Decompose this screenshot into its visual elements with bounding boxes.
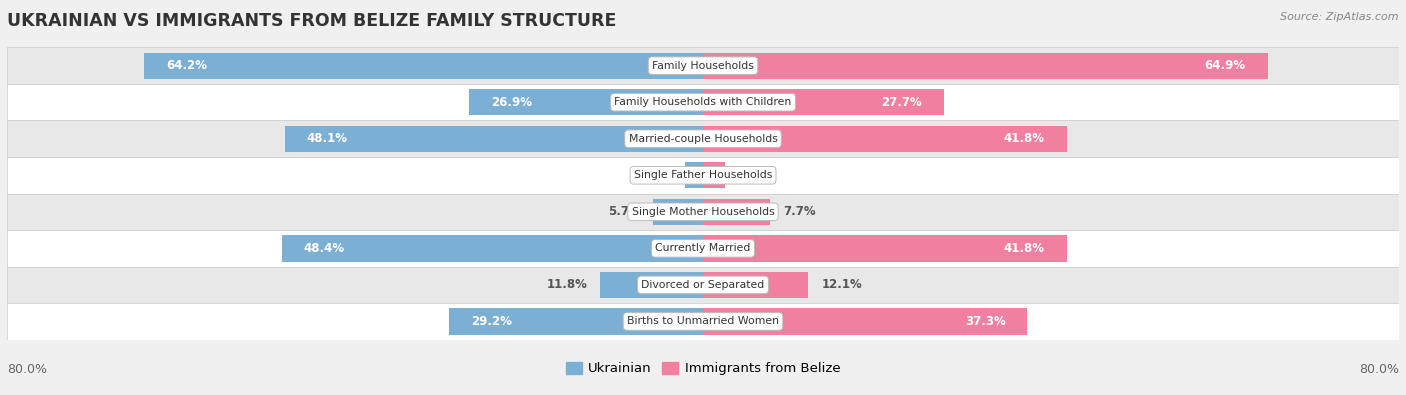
Text: Single Father Households: Single Father Households bbox=[634, 170, 772, 180]
Text: Births to Unmarried Women: Births to Unmarried Women bbox=[627, 316, 779, 326]
Bar bbox=[685, 162, 703, 188]
Text: Currently Married: Currently Married bbox=[655, 243, 751, 253]
Text: 7.7%: 7.7% bbox=[783, 205, 815, 218]
Bar bbox=[7, 120, 1399, 157]
Text: Single Mother Households: Single Mother Households bbox=[631, 207, 775, 217]
Bar bbox=[470, 89, 703, 115]
Bar bbox=[7, 47, 1399, 84]
Text: UKRAINIAN VS IMMIGRANTS FROM BELIZE FAMILY STRUCTURE: UKRAINIAN VS IMMIGRANTS FROM BELIZE FAMI… bbox=[7, 12, 616, 30]
Text: Divorced or Separated: Divorced or Separated bbox=[641, 280, 765, 290]
Bar bbox=[284, 126, 703, 152]
Text: Married-couple Households: Married-couple Households bbox=[628, 134, 778, 144]
Text: 27.7%: 27.7% bbox=[882, 96, 922, 109]
Text: 26.9%: 26.9% bbox=[491, 96, 531, 109]
Bar bbox=[703, 89, 943, 115]
Bar bbox=[7, 157, 1399, 194]
Bar bbox=[654, 199, 703, 225]
Text: 37.3%: 37.3% bbox=[965, 315, 1005, 328]
Text: 12.1%: 12.1% bbox=[821, 278, 862, 292]
Bar bbox=[703, 199, 770, 225]
Bar bbox=[703, 53, 1268, 79]
Bar bbox=[600, 272, 703, 298]
Text: 48.1%: 48.1% bbox=[307, 132, 347, 145]
Bar bbox=[283, 235, 703, 261]
Text: 64.2%: 64.2% bbox=[166, 59, 207, 72]
Bar bbox=[703, 308, 1028, 335]
Text: 29.2%: 29.2% bbox=[471, 315, 512, 328]
Bar bbox=[7, 194, 1399, 230]
Bar bbox=[703, 272, 808, 298]
Text: Family Households with Children: Family Households with Children bbox=[614, 97, 792, 107]
Text: 41.8%: 41.8% bbox=[1004, 132, 1045, 145]
Text: Source: ZipAtlas.com: Source: ZipAtlas.com bbox=[1281, 12, 1399, 22]
Bar bbox=[703, 162, 724, 188]
Text: 11.8%: 11.8% bbox=[547, 278, 588, 292]
Bar bbox=[7, 303, 1399, 340]
Text: 80.0%: 80.0% bbox=[7, 363, 46, 376]
Bar bbox=[7, 267, 1399, 303]
Text: 48.4%: 48.4% bbox=[304, 242, 344, 255]
Bar bbox=[145, 53, 703, 79]
Bar bbox=[449, 308, 703, 335]
Bar bbox=[7, 84, 1399, 120]
Text: 2.5%: 2.5% bbox=[738, 169, 770, 182]
Text: Family Households: Family Households bbox=[652, 61, 754, 71]
Text: 80.0%: 80.0% bbox=[1360, 363, 1399, 376]
Bar bbox=[703, 235, 1067, 261]
Text: 2.1%: 2.1% bbox=[640, 169, 672, 182]
Text: 5.7%: 5.7% bbox=[607, 205, 640, 218]
Text: 41.8%: 41.8% bbox=[1004, 242, 1045, 255]
Bar bbox=[7, 230, 1399, 267]
Bar bbox=[703, 126, 1067, 152]
Legend: Ukrainian, Immigrants from Belize: Ukrainian, Immigrants from Belize bbox=[562, 358, 844, 379]
Text: 64.9%: 64.9% bbox=[1205, 59, 1246, 72]
